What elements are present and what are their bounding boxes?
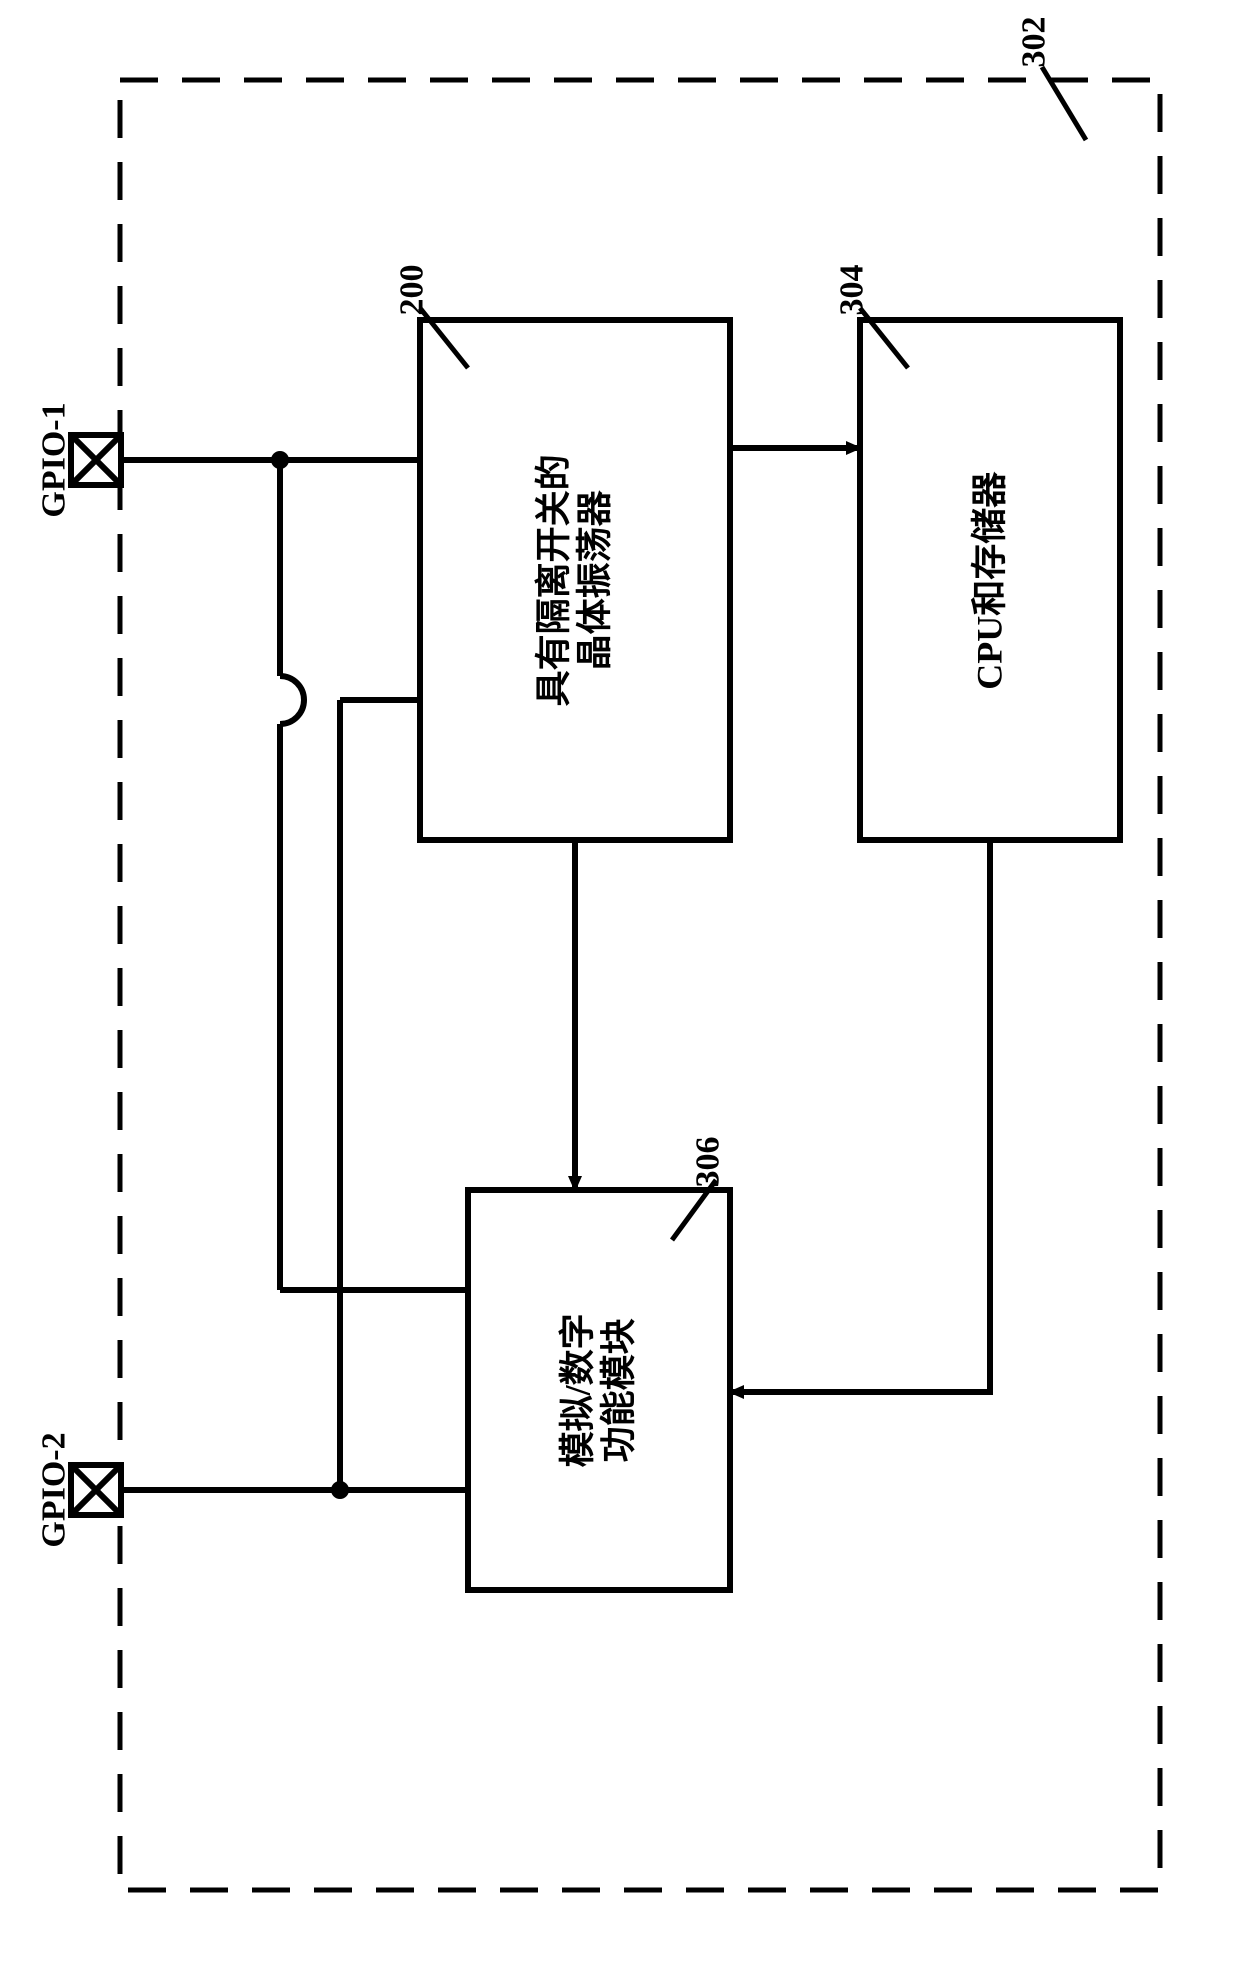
- ref-200-label: 200: [393, 265, 431, 316]
- block-cpu-label: CPU和存储器: [969, 471, 1010, 689]
- diagram-svg: [0, 0, 1240, 1966]
- gpio2-node: [331, 1481, 349, 1499]
- gpio2-pad: [71, 1465, 121, 1515]
- block-osc-label: 具有隔离开关的晶体振荡器: [534, 454, 617, 706]
- arrow-cpu-to-func: [730, 840, 990, 1392]
- ref-304-label: 304: [833, 265, 871, 316]
- ref-302-label: 302: [1015, 17, 1053, 68]
- gpio1-pad: [71, 435, 121, 485]
- gpio1-label: GPIO-1: [35, 402, 73, 517]
- gpio2-label: GPIO-2: [35, 1432, 73, 1547]
- ref-306-label: 306: [689, 1137, 727, 1188]
- block-func-label: 模拟/数字功能模块: [558, 1313, 641, 1467]
- gpio1-node: [271, 451, 289, 469]
